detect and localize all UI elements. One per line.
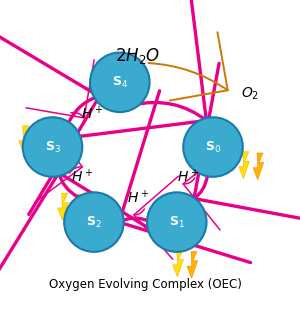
Text: Oxygen Evolving Complex (OEC): Oxygen Evolving Complex (OEC) [49, 278, 242, 291]
Polygon shape [253, 153, 264, 180]
Circle shape [90, 53, 150, 112]
Text: $H^+$: $H^+$ [177, 168, 200, 185]
Text: $H^+$: $H^+$ [71, 168, 93, 185]
Polygon shape [58, 193, 68, 220]
Text: $\mathbf{S}_{1}$: $\mathbf{S}_{1}$ [169, 214, 185, 230]
Polygon shape [33, 127, 44, 154]
Circle shape [183, 117, 243, 177]
Polygon shape [173, 250, 184, 277]
Text: $\mathbf{S}_{2}$: $\mathbf{S}_{2}$ [86, 214, 102, 230]
Text: $H^+$: $H^+$ [127, 189, 149, 206]
Text: $\mathbf{S}_{0}$: $\mathbf{S}_{0}$ [205, 140, 221, 155]
Text: $\mathbf{S}_{3}$: $\mathbf{S}_{3}$ [44, 140, 61, 155]
Polygon shape [187, 251, 198, 278]
Text: $\mathbf{S}_{4}$: $\mathbf{S}_{4}$ [112, 75, 128, 90]
Text: $O_2$: $O_2$ [242, 86, 260, 102]
Text: $H^+$: $H^+$ [82, 105, 104, 122]
Polygon shape [72, 194, 83, 221]
Polygon shape [19, 126, 29, 153]
Polygon shape [239, 152, 250, 179]
Text: $2H_2O$: $2H_2O$ [115, 46, 160, 66]
Circle shape [23, 117, 82, 177]
Circle shape [147, 192, 206, 252]
Circle shape [64, 192, 124, 252]
